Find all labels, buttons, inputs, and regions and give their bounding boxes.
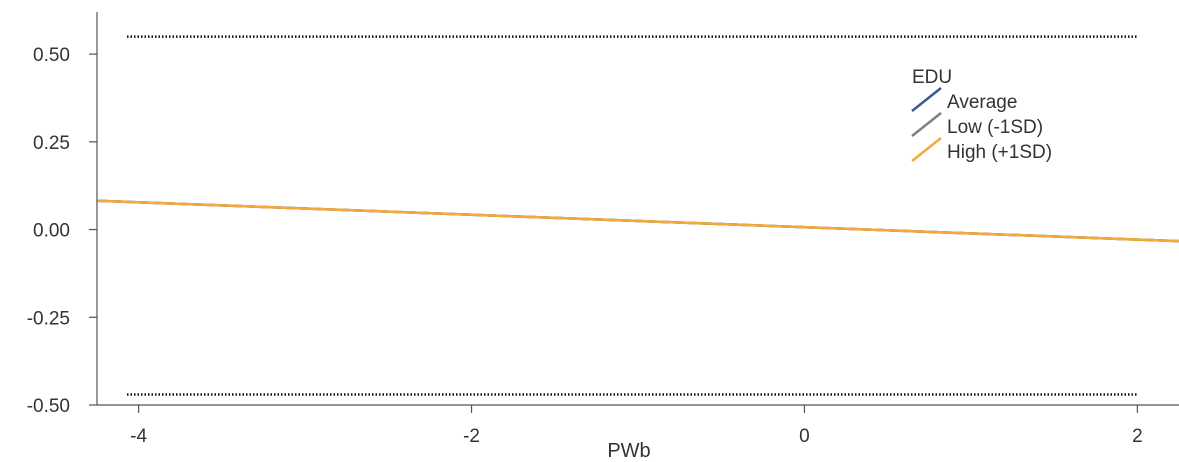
series-lines bbox=[96, 199, 1179, 243]
y-axis-ticks: 0.50 0.25 0.00 -0.25 -0.50 bbox=[27, 45, 97, 417]
reference-lines bbox=[127, 35, 1137, 396]
legend-label-1: Average bbox=[947, 92, 1017, 113]
y-tick-label: -0.25 bbox=[27, 308, 70, 329]
legend-swatch-3 bbox=[911, 137, 942, 162]
x-axis-label: PWb bbox=[607, 440, 650, 462]
legend-entries: Average Low (-1SD) High (+1SD) bbox=[911, 87, 1052, 163]
legend-swatch-2 bbox=[911, 112, 942, 137]
x-tick-label: 2 bbox=[1132, 426, 1143, 447]
y-tick-label: -0.50 bbox=[27, 396, 70, 417]
series-line-3 bbox=[96, 199, 1179, 243]
legend: EDU Average Low (-1SD) High (+1SD) bbox=[911, 67, 1052, 163]
x-tick-label: -2 bbox=[463, 426, 480, 447]
legend-label-3: High (+1SD) bbox=[947, 142, 1052, 163]
y-tick-label: 0.00 bbox=[33, 221, 70, 242]
x-axis-ticks: -4 -2 0 2 bbox=[130, 405, 1143, 447]
legend-swatch-1 bbox=[911, 87, 942, 112]
x-tick-label: 0 bbox=[799, 426, 810, 447]
x-tick-label: -4 bbox=[130, 426, 147, 447]
y-tick-label: 0.50 bbox=[33, 45, 70, 66]
y-tick-label: 0.25 bbox=[33, 133, 70, 154]
legend-label-2: Low (-1SD) bbox=[947, 117, 1043, 138]
legend-title: EDU bbox=[912, 67, 952, 88]
